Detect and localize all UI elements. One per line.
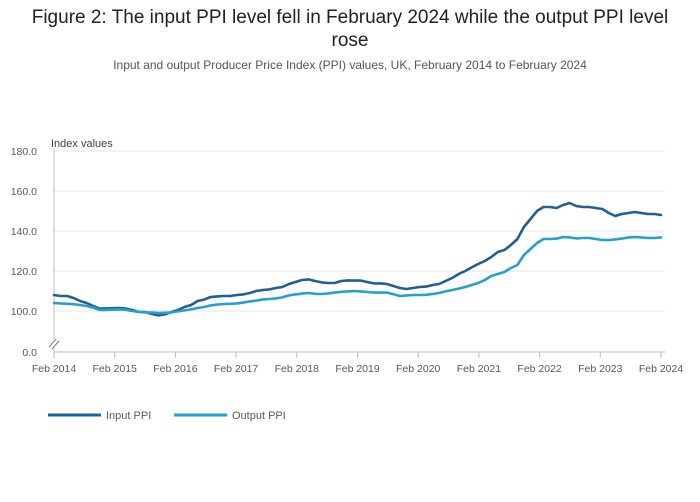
x-tick-label: Feb 2019 [335, 363, 380, 375]
x-tick-label: Feb 2021 [457, 363, 502, 375]
x-tick-label: Feb 2022 [517, 363, 562, 375]
x-tick-label: Feb 2023 [578, 363, 623, 375]
series-line-output-ppi [52, 235, 663, 315]
series-line-input-ppi [52, 201, 663, 317]
y-tick-label: 120.0 [11, 266, 37, 278]
y-tick-label: 0.0 [22, 347, 37, 359]
axis-break-mark [48, 338, 57, 348]
x-tick-label: Feb 2016 [153, 363, 198, 375]
y-tick-label: 180.0 [11, 146, 37, 158]
y-axis-title: Index values [51, 138, 113, 150]
y-tick-label: 160.0 [11, 186, 37, 198]
y-tick-label: 100.0 [11, 306, 37, 318]
x-tick-label: Feb 2014 [32, 363, 77, 375]
x-tick-label: Feb 2020 [396, 363, 441, 375]
chart-subtitle: Input and output Producer Price Index (P… [113, 58, 587, 72]
x-tick-label: Feb 2018 [275, 363, 320, 375]
chart-title: Figure 2: The input PPI level fell in Fe… [31, 7, 669, 51]
legend-label: Output PPI [232, 410, 286, 422]
y-tick-label: 140.0 [11, 226, 37, 238]
x-tick-label: Feb 2017 [214, 363, 259, 375]
axis-break-gap [46, 339, 62, 347]
legend-label: Input PPI [106, 410, 151, 422]
x-tick-label: Feb 2024 [639, 363, 684, 375]
x-tick-label: Feb 2015 [93, 363, 138, 375]
axis-break-mark [51, 340, 60, 350]
